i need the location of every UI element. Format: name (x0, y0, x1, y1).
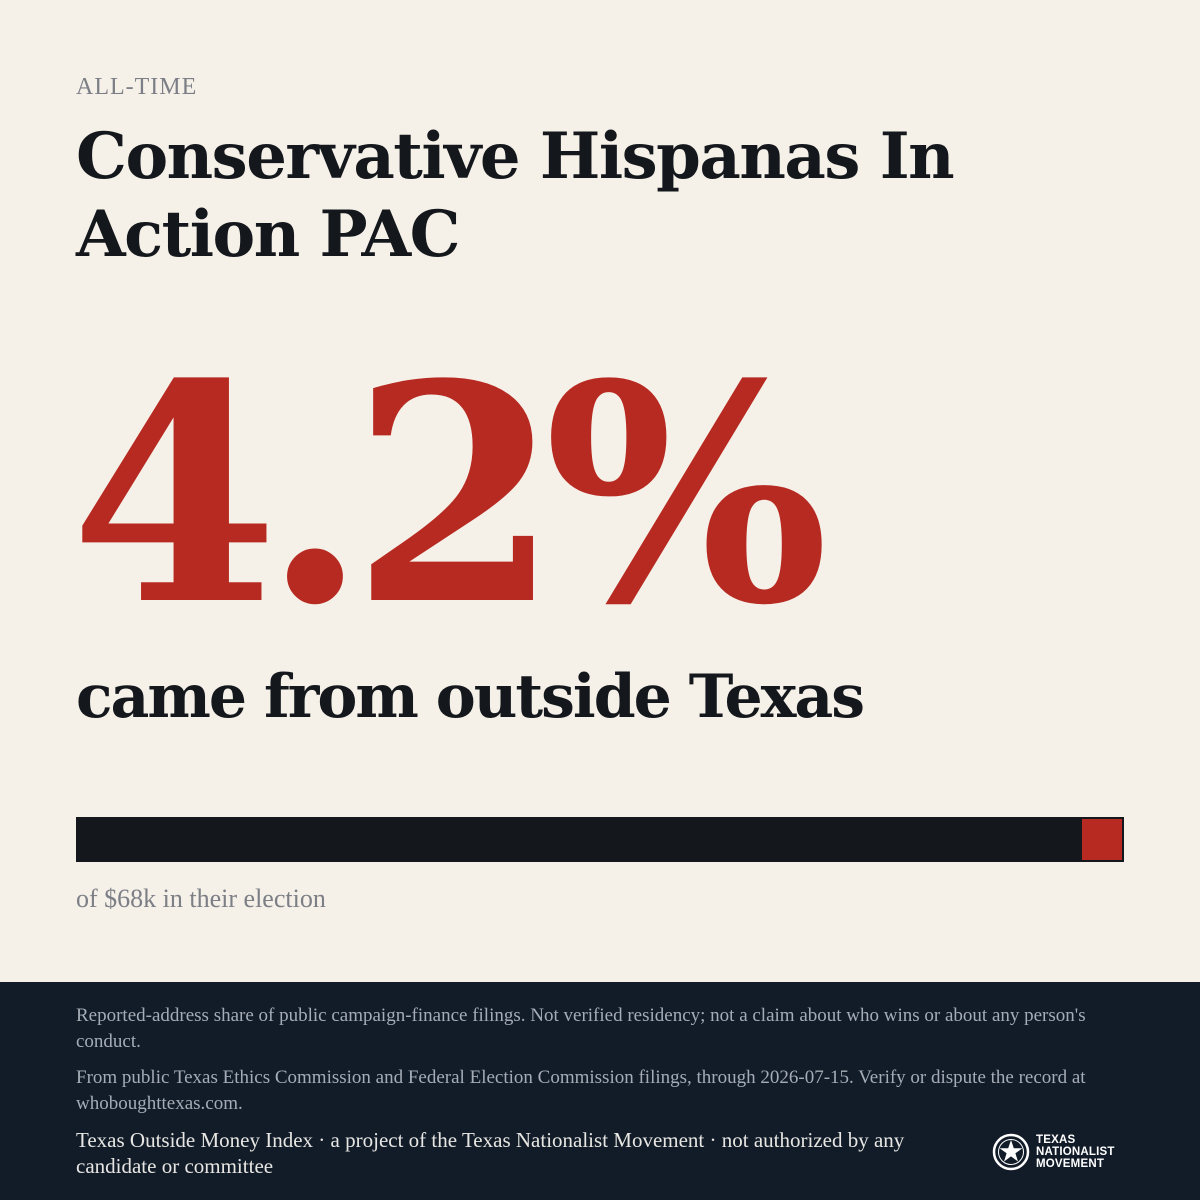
committee-title: Conservative Hispanas In Action PAC (76, 119, 955, 272)
credit-text: Texas Outside Money Index · a project of… (76, 1128, 905, 1178)
share-bar (76, 817, 1124, 862)
total-amount-note: of $68k in their election (76, 884, 326, 913)
logo-line-1: TEXAS (1036, 1134, 1076, 1146)
outside-share-percent: 4.2% (70, 318, 829, 671)
tnm-logo: TEXAS NATIONALIST MOVEMENT (992, 1129, 1132, 1175)
logo-line-3: MOVEMENT (1036, 1158, 1105, 1170)
outside-share-fill (1079, 817, 1124, 862)
star-seal-icon (992, 1133, 1030, 1171)
source-text: From public Texas Ethics Commission and … (76, 1067, 1086, 1114)
stat-caption: came from outside Texas (76, 662, 865, 732)
logo-line-2: NATIONALIST (1036, 1146, 1115, 1158)
logo-wordmark: TEXAS NATIONALIST MOVEMENT (1036, 1134, 1115, 1170)
disclaimer-text: Reported-address share of public campaig… (76, 1005, 1086, 1052)
time-period-label: ALL-TIME (76, 74, 198, 100)
